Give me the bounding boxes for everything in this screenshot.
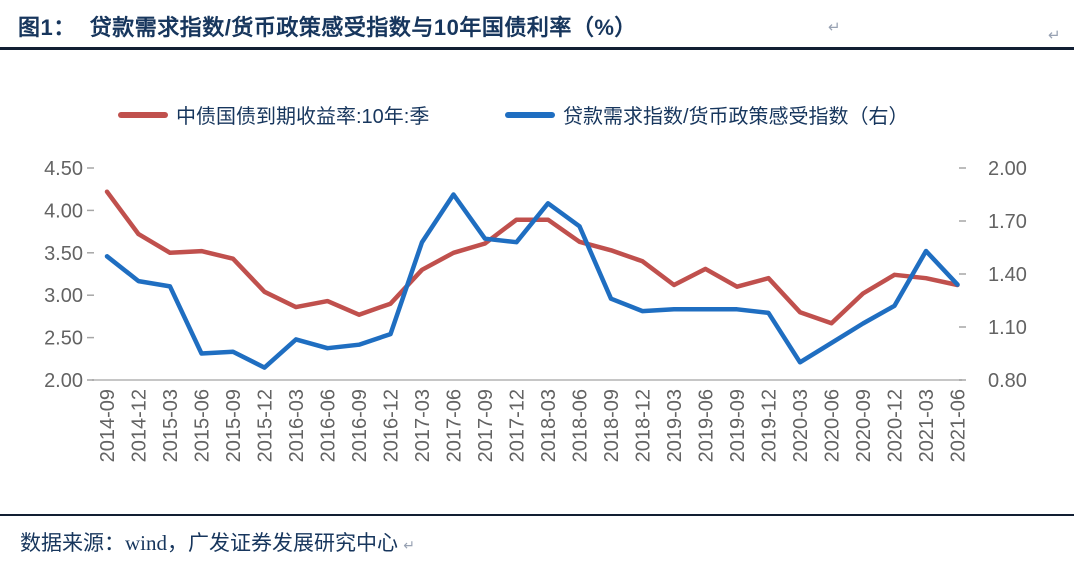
x-axis-tick-label: 2019-03 (664, 389, 686, 462)
series-line-loan-demand-index (104, 192, 960, 370)
x-axis-tick-label: 2020-06 (822, 389, 844, 462)
x-axis-tick-label: 2020-09 (853, 389, 875, 462)
x-axis-tick-label: 2018-06 (570, 389, 592, 462)
x-axis-tick-label: 2015-06 (192, 389, 214, 462)
x-axis-tick-label: 2019-12 (759, 389, 781, 462)
figure-title-row: 图1： 贷款需求指数/货币政策感受指数与10年国债利率（%） (18, 10, 637, 42)
x-axis-tick-label: 2020-03 (790, 389, 812, 462)
legend-line-swatch-blue (505, 111, 555, 118)
x-axis-tick-label: 2015-09 (223, 389, 245, 462)
x-axis-tick-label: 2017-03 (412, 389, 434, 462)
left-axis-tick-label: 4.50 (44, 158, 83, 180)
left-axis-tick-label: 3.50 (44, 243, 83, 265)
left-axis-tick-label: 2.00 (44, 370, 83, 392)
paragraph-mark-icon: ↵ (828, 19, 841, 36)
right-axis-tick-label: 2.00 (988, 158, 1027, 180)
legend-label: 贷款需求指数/货币政策感受指数（右） (563, 106, 909, 128)
data-source-text: 数据来源：wind，广发证券发展研究中心 (20, 531, 398, 555)
data-source-note: 数据来源：wind，广发证券发展研究中心 ↵ (20, 527, 415, 557)
x-axis-tick-label: 2015-03 (160, 389, 182, 462)
figure-title: 贷款需求指数/货币政策感受指数与10年国债利率（%） (89, 15, 637, 40)
x-axis-tick-label: 2019-06 (696, 389, 718, 462)
paragraph-mark-icon: ↵ (1048, 27, 1061, 44)
x-axis-tick-label: 2014-09 (97, 389, 119, 462)
x-axis-tick-label: 2018-09 (601, 389, 623, 462)
x-axis-tick-label: 2017-06 (444, 389, 466, 462)
x-axis-tick-label: 2019-09 (727, 389, 749, 462)
chart-legend: 中债国债到期收益率:10年:季 贷款需求指数/货币政策感受指数（右） (0, 100, 1074, 129)
paragraph-mark-icon: ↵ (403, 537, 415, 553)
footer-rule (0, 514, 1074, 516)
x-axis-tick-label: 2017-12 (507, 389, 529, 462)
title-underline-rule (0, 47, 1074, 50)
x-axis-tick-label: 2021-06 (948, 389, 970, 462)
figure-number-label: 图1： (18, 15, 76, 40)
right-axis-tick-label: 1.10 (988, 317, 1027, 339)
right-axis-tick-label: 1.40 (988, 264, 1027, 286)
x-axis-tick-label: 2016-09 (349, 389, 371, 462)
x-axis-tick-label: 2018-03 (538, 389, 560, 462)
legend-label: 中债国债到期收益率:10年:季 (176, 106, 430, 128)
series-line-treasury-yield (104, 189, 960, 326)
x-axis-tick-label: 2015-12 (255, 389, 277, 462)
x-axis-tick-label: 2020-12 (885, 389, 907, 462)
x-axis-tick-label: 2021-03 (916, 389, 938, 462)
legend-line-swatch-red (118, 111, 168, 118)
x-axis-tick-label: 2014-12 (129, 389, 151, 462)
right-axis-tick-label: 1.70 (988, 211, 1027, 233)
legend-item-loan-demand-index: 贷款需求指数/货币政策感受指数（右） (505, 100, 909, 129)
x-axis-tick-label: 2017-09 (475, 389, 497, 462)
x-axis-tick-label: 2016-06 (318, 389, 340, 462)
left-axis-tick-label: 3.00 (44, 285, 83, 307)
right-axis-tick-label: 0.80 (988, 370, 1027, 392)
x-axis-tick-label: 2016-03 (286, 389, 308, 462)
x-axis-tick-label: 2016-12 (381, 389, 403, 462)
x-axis-tick-label: 2018-12 (633, 389, 655, 462)
left-axis-tick-label: 4.00 (44, 200, 83, 222)
legend-item-treasury-yield: 中债国债到期收益率:10年:季 (118, 100, 429, 129)
left-axis-tick-label: 2.50 (44, 328, 83, 350)
